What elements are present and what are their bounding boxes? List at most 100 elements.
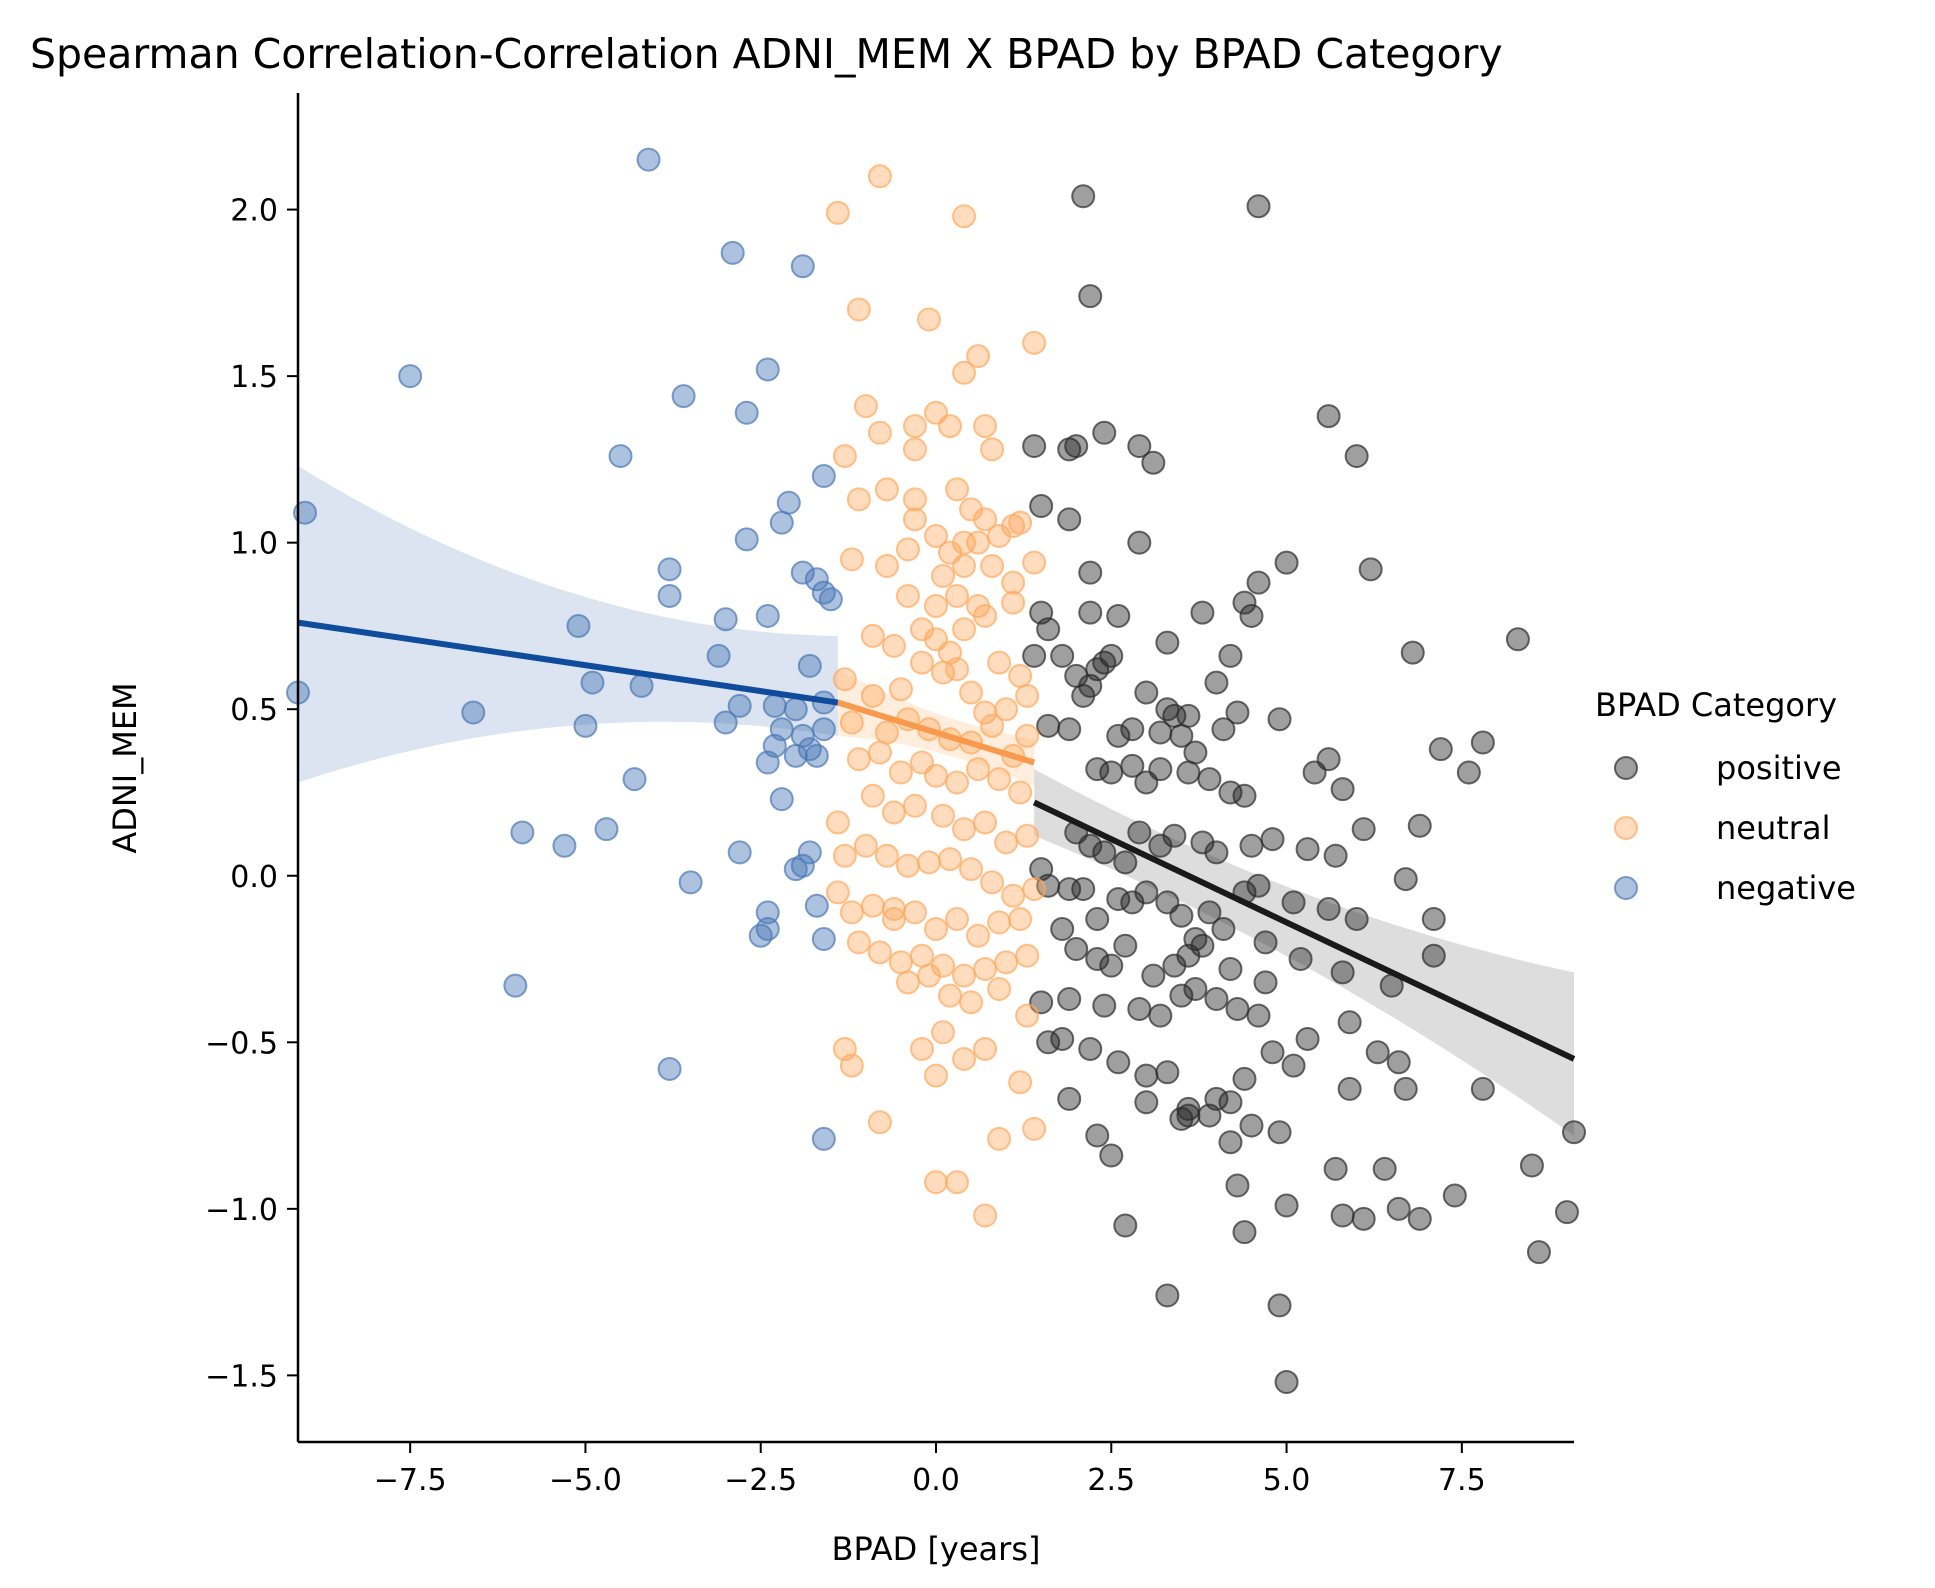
positive-point <box>1372 1156 1397 1181</box>
positive-point <box>1071 184 1096 209</box>
neutral-point <box>966 757 991 782</box>
positive-point <box>1057 986 1082 1011</box>
positive-point <box>1330 960 1355 985</box>
neutral-point <box>987 910 1012 935</box>
legend-title: BPAD Category <box>1595 686 1837 724</box>
neutral-point <box>916 963 941 988</box>
neutral-point <box>931 660 956 685</box>
positive-point <box>1085 907 1110 932</box>
neutral-point <box>980 713 1005 738</box>
positive-point <box>1029 494 1054 519</box>
positive-point <box>1148 757 1173 782</box>
positive-point <box>1351 1206 1376 1231</box>
positive-point <box>1022 434 1047 459</box>
data-points <box>286 147 1586 1395</box>
neutral-point <box>902 437 927 462</box>
positive-point <box>1358 557 1383 582</box>
positive-point <box>1316 897 1341 922</box>
neutral-point <box>1008 510 1033 535</box>
positive-point <box>1393 867 1418 892</box>
negative-point <box>622 767 647 792</box>
negative-point <box>552 833 577 858</box>
negative-point <box>804 743 829 768</box>
positive-point <box>1085 1123 1110 1148</box>
positive-point <box>1218 1090 1243 1115</box>
neutral-point <box>924 1170 948 1195</box>
positive-point <box>1211 917 1236 942</box>
positive-point <box>1246 194 1271 219</box>
negative-point <box>769 510 794 535</box>
negative-point <box>790 254 815 279</box>
positive-point <box>1302 760 1327 785</box>
neutral-point <box>1001 590 1026 615</box>
positive-point <box>1274 1193 1299 1218</box>
neutral-point <box>966 530 991 555</box>
positive-point <box>1155 630 1180 655</box>
positive-point <box>1246 1003 1271 1028</box>
negative-point <box>727 693 752 718</box>
positive-point <box>1085 657 1110 682</box>
positive-point <box>1050 1026 1075 1051</box>
y-tick-label: −1.0 <box>205 1193 278 1228</box>
negative-point <box>713 607 738 632</box>
negative-point <box>811 580 836 605</box>
neutral-point <box>1008 663 1033 688</box>
neutral-point <box>846 930 871 955</box>
neutral-point <box>959 990 984 1015</box>
positive-point <box>1442 1183 1467 1208</box>
neutral-point <box>994 950 1019 975</box>
positive-point <box>1400 640 1425 665</box>
positive-point <box>1281 1053 1306 1078</box>
positive-point <box>1134 1090 1159 1115</box>
negative-point <box>755 603 780 628</box>
positive-point <box>1204 840 1229 865</box>
positive-point <box>1141 963 1166 988</box>
positive-point <box>1274 1370 1299 1395</box>
neutral-point <box>938 847 963 872</box>
positive-point <box>1134 680 1159 705</box>
neutral-point <box>1008 780 1033 805</box>
negative-point <box>811 927 836 952</box>
positive-point <box>1106 723 1131 748</box>
positive-point <box>1022 643 1047 668</box>
neutral-point <box>924 1063 948 1088</box>
positive-point <box>1519 1153 1544 1178</box>
positive-point <box>1323 843 1348 868</box>
y-tick-label: −1.5 <box>205 1359 278 1394</box>
positive-point <box>1197 900 1222 925</box>
positive-point <box>1106 603 1131 628</box>
positive-point <box>1092 650 1117 675</box>
positive-point <box>1127 820 1152 845</box>
negative-point <box>818 587 843 612</box>
negative-point <box>608 444 633 469</box>
neutral-point <box>931 563 956 588</box>
positive-point <box>1562 1120 1586 1145</box>
neutral-point <box>825 880 850 905</box>
neutral-point <box>881 800 906 825</box>
x-axis-ticks: −7.5 −5.0 −2.5 0.0 2.5 5.0 7.5 <box>374 1442 1486 1498</box>
positive-point <box>1064 434 1089 459</box>
negative-point <box>790 560 815 585</box>
neutral-point <box>938 414 963 439</box>
positive-point <box>1470 1076 1495 1101</box>
neutral-point <box>952 817 977 842</box>
positive-point <box>1295 1026 1320 1051</box>
y-tick-label: 2.0 <box>230 194 278 229</box>
positive-point <box>1078 560 1103 585</box>
positive-point <box>1225 700 1250 725</box>
neutral-point <box>966 344 991 369</box>
positive-point <box>1169 723 1194 748</box>
negative-point <box>713 710 738 735</box>
neutral-point <box>924 763 948 788</box>
positive-point <box>1365 1040 1390 1065</box>
negative-point <box>734 400 759 425</box>
positive-point <box>1386 1050 1411 1075</box>
positive-point <box>1526 1240 1551 1265</box>
legend-label-negative: negative <box>1716 869 1856 907</box>
positive-point <box>1295 837 1320 862</box>
negative-point <box>636 147 661 172</box>
neutral-point <box>924 917 948 942</box>
y-tick-label: 1.0 <box>230 527 278 562</box>
neutral-point <box>895 970 920 995</box>
